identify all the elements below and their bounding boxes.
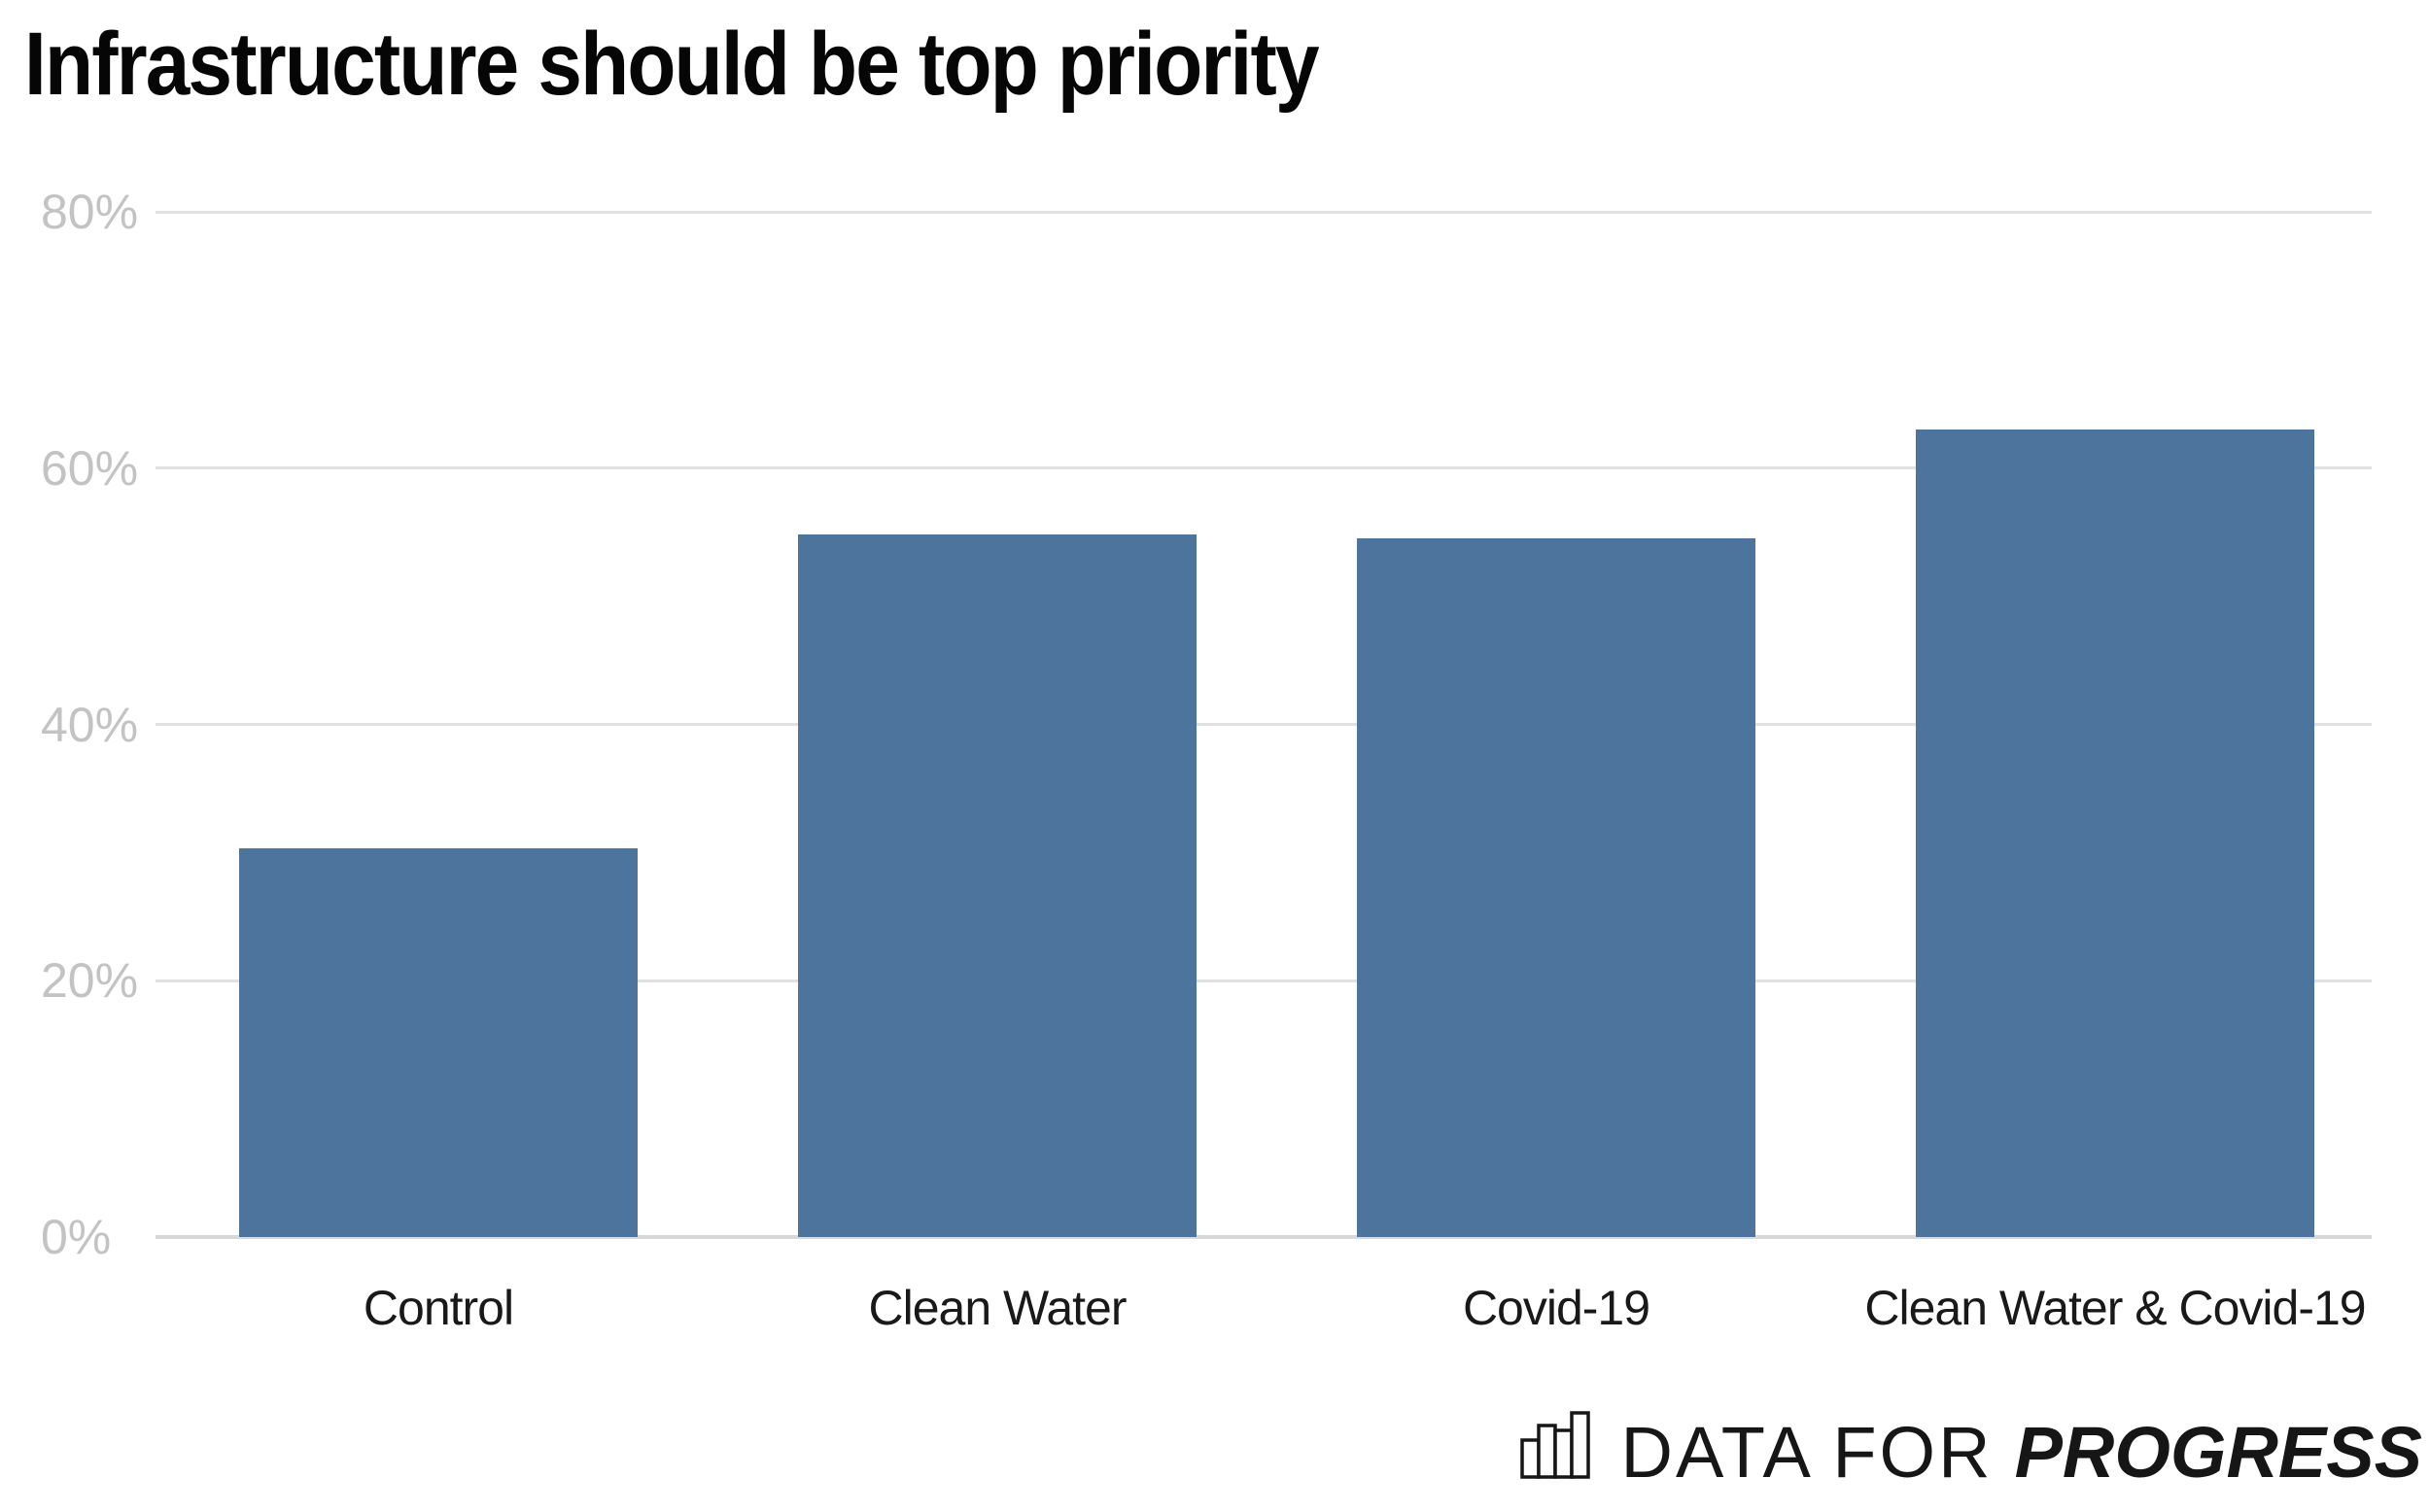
gridline-40 [156, 723, 2372, 726]
gridline-20 [156, 979, 2372, 982]
y-axis-tick-60: 60% [41, 440, 139, 496]
dfp-logo: DATA FOR PROGRESS [1518, 1411, 2422, 1493]
bar-chart-logo-icon [1519, 1411, 1590, 1479]
x-axis-label-clean-water: Clean Water [868, 1281, 1127, 1335]
y-axis-tick-0: 0% [41, 1210, 112, 1264]
logo-text-progress: PROGRESS [2014, 1412, 2422, 1493]
bar-control [239, 848, 638, 1237]
bar-covid-19 [1357, 538, 1755, 1237]
bar-clean-water-covid-19 [1916, 430, 2314, 1237]
x-axis-label-clean-water-covid-19: Clean Water & Covid-19 [1864, 1281, 2366, 1335]
gridline-80 [156, 210, 2372, 214]
y-axis-tick-40: 40% [41, 697, 139, 752]
chart-title: Infrastructure should be top priority [24, 15, 1320, 114]
gridline-60 [156, 466, 2372, 470]
bar-clean-water [798, 534, 1197, 1237]
x-axis-label-covid-19: Covid-19 [1462, 1281, 1650, 1335]
logo-text-data-for: DATA FOR [1620, 1412, 1994, 1493]
x-axis-label-control: Control [363, 1281, 514, 1335]
gridline-0 [156, 1235, 2372, 1239]
y-axis-tick-20: 20% [41, 953, 139, 1009]
y-axis-tick-80: 80% [41, 185, 139, 239]
